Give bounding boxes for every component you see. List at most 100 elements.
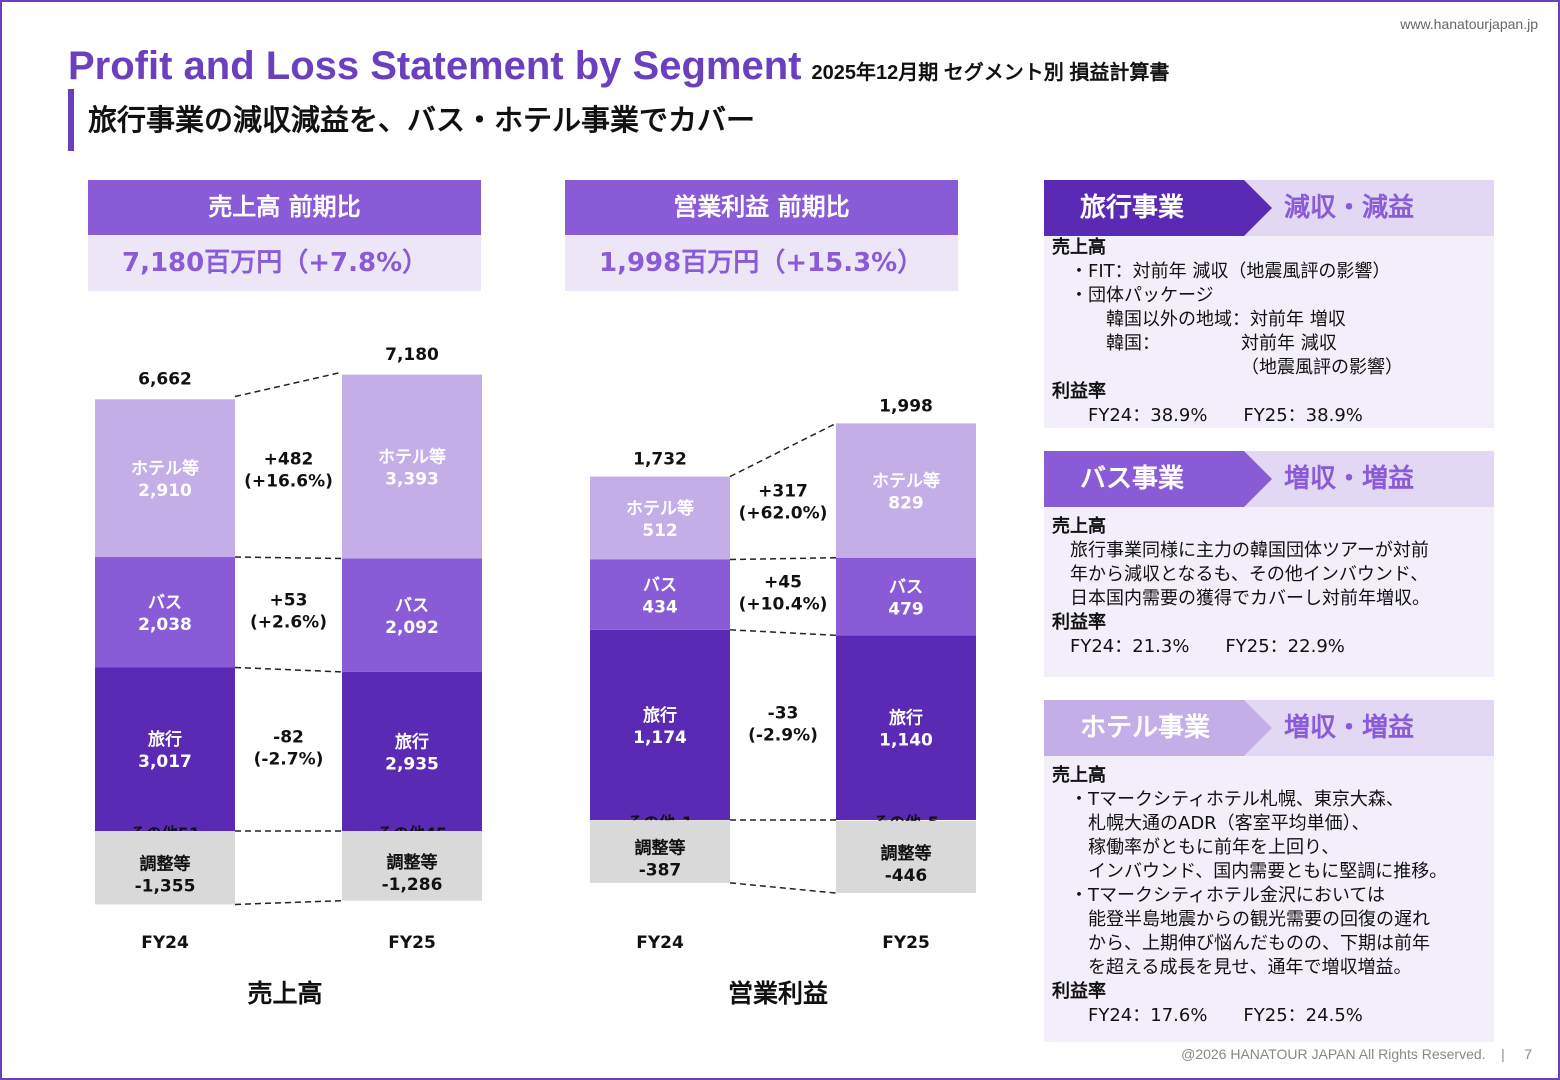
change-value: +482 — [264, 449, 314, 469]
bar-label-name: バス — [395, 596, 429, 616]
headline: 旅行事業の減収減益を、バス・ホテル事業でカバー — [68, 89, 755, 151]
bar-調整等-FY24 — [95, 831, 235, 905]
connector-line — [234, 899, 343, 906]
panel-text: を超える成長を見せ、通年で増収増益。 — [1052, 957, 1412, 978]
bar-調整等-FY24 — [590, 820, 730, 883]
change-value: -82 — [273, 727, 304, 747]
connector-line — [729, 422, 837, 478]
bar-バス-FY24 — [590, 559, 730, 630]
connector-line — [729, 629, 837, 637]
bar-label-name: 旅行 — [889, 708, 923, 729]
bar-label-name: 調整等 — [635, 838, 686, 859]
total-label: 1,732 — [633, 450, 687, 470]
connector-line — [234, 666, 343, 673]
profit-chart-title: 営業利益 — [727, 979, 829, 1008]
segment-result: 増収・増益 — [1284, 713, 1415, 743]
bar-label-name: バス — [148, 593, 182, 613]
bar-label-value: 3,393 — [385, 470, 439, 490]
website-url: www.hanatourjapan.jp — [1400, 16, 1538, 32]
bar-label-value: -387 — [639, 861, 682, 881]
bar-旅行-FY24 — [590, 629, 730, 820]
bar-label-name: ホテル等 — [378, 447, 446, 468]
bar-label-name: バス — [643, 576, 677, 596]
panel-subheading: 利益率 — [1052, 612, 1106, 633]
segment-panel: ホテル事業 増収・増益売上高 ・Tマークシティホテル札幌、東京大森、 札幌大通のA… — [1044, 700, 1494, 1042]
segment-panel: バス事業 増収・増益売上高 旅行事業同様に主力の韓国団体ツアーが対前 年から減収と… — [1044, 451, 1494, 677]
change-value: +317 — [758, 481, 808, 501]
bar-label-name: 旅行 — [395, 731, 429, 752]
panel-subheading: 売上高 — [1052, 765, 1106, 786]
footer-separator: | — [1501, 1046, 1505, 1062]
bar-label-name: ホテル等 — [131, 458, 199, 479]
title-jp: 2025年12月期 セグメント別 損益計算書 — [811, 62, 1170, 84]
bar-調整等-FY25 — [342, 831, 482, 901]
panel-text: 日本国内需要の獲得でカバーし対前年増収。 — [1052, 588, 1430, 609]
panel-text: 年から減収となるも、その他インバウンド、 — [1052, 564, 1429, 585]
bar-旅行-FY25 — [836, 635, 976, 820]
panel-text: ・Tマークシティホテル札幌、東京大森、 — [1052, 789, 1404, 810]
bar-label-value: 1,140 — [879, 731, 933, 751]
bar-label-value: 512 — [642, 521, 678, 541]
title-en: Profit and Loss Statement by Segment — [68, 44, 802, 88]
bar-label-value: 1,174 — [633, 728, 687, 748]
bar-バス-FY25 — [342, 558, 482, 672]
category-label: FY24 — [636, 933, 684, 953]
panel-text: ・Tマークシティホテル金沢においては — [1052, 885, 1386, 906]
panel-text: ・団体パッケージ — [1052, 285, 1214, 306]
profit-kpi-value: 1,998百万円（+15.3%） — [565, 235, 958, 291]
bar-label-name: 調整等 — [387, 852, 438, 873]
panel-text: （地震風評の影響） — [1052, 357, 1403, 378]
change-percent: (-2.7%) — [254, 749, 324, 769]
bar-ホテル等-FY24 — [95, 399, 235, 558]
bar-label-value: 434 — [642, 598, 678, 618]
bar-ホテル等-FY24 — [590, 476, 730, 560]
connector-line — [729, 882, 837, 894]
bar-label-name: 旅行 — [643, 705, 677, 726]
panel-text: 稼働率がともに前年を上回り、 — [1052, 837, 1340, 858]
panel-text: ・FIT：対前年 減収（地震風評の影響） — [1052, 261, 1391, 282]
bar-バス-FY25 — [836, 557, 976, 636]
segment-name: バス事業 — [1044, 451, 1272, 507]
sales-kpi-label: 売上高 前期比 — [88, 180, 481, 235]
segment-result: 増収・増益 — [1284, 464, 1415, 494]
category-label: FY25 — [882, 933, 930, 953]
panel-text: 韓国： 対前年 減収 — [1052, 333, 1337, 354]
panel-header: ホテル事業 増収・増益 — [1044, 700, 1494, 756]
panel-text: から、上期伸び悩んだものの、下期は前年 — [1052, 933, 1430, 954]
connector-line — [729, 556, 837, 561]
total-label: 1,998 — [879, 396, 933, 416]
category-label: FY24 — [141, 933, 189, 953]
panel-text: 旅行事業同様に主力の韓国団体ツアーが対前 — [1052, 540, 1429, 561]
segment-name: ホテル事業 — [1044, 700, 1272, 756]
bar-旅行-FY25 — [342, 671, 482, 831]
change-value: +53 — [270, 591, 308, 611]
page-title: Profit and Loss Statement by Segment 2025… — [68, 44, 1169, 89]
bar-label-value: 829 — [888, 494, 924, 514]
change-percent: (+2.6%) — [250, 613, 327, 633]
panel-text: FY24：17.6% FY25：24.5% — [1052, 1005, 1363, 1026]
panel-subheading: 利益率 — [1052, 381, 1106, 402]
connector-line — [234, 556, 343, 560]
total-label: 6,662 — [138, 370, 192, 390]
category-label: FY25 — [388, 933, 436, 953]
change-percent: (-2.9%) — [748, 725, 818, 745]
sales-chart-title: 売上高 — [247, 979, 323, 1008]
bar-旅行-FY24 — [95, 667, 235, 831]
bar-label-name: ホテル等 — [626, 498, 694, 519]
panel-header: バス事業 増収・増益 — [1044, 451, 1494, 507]
segment-name: 旅行事業 — [1044, 180, 1272, 236]
bar-ホテル等-FY25 — [836, 423, 976, 558]
bar-ホテル等-FY25 — [342, 374, 482, 559]
segment-panel: 旅行事業 減収・減益 売上高 ・FIT：対前年 減収（地震風評の影響） ・団体パッケ… — [1044, 180, 1494, 428]
bar-label-value: 2,910 — [138, 481, 192, 501]
bar-調整等-FY25 — [836, 820, 976, 894]
change-percent: (+10.4%) — [739, 595, 828, 615]
bar-label-value: 2,935 — [385, 754, 439, 774]
panel-text: 札幌大通のADR（客室平均単価）、 — [1052, 813, 1370, 834]
panel-subheading: 売上高 — [1052, 516, 1106, 537]
panel-text: FY24：38.9% FY25：38.9% — [1052, 405, 1363, 426]
panel-text: 能登半島地震からの観光需要の回復の遅れ — [1052, 909, 1430, 930]
bar-label-value: 2,092 — [385, 618, 439, 638]
change-percent: (+62.0%) — [739, 503, 828, 523]
bar-label-value: 479 — [888, 600, 924, 620]
